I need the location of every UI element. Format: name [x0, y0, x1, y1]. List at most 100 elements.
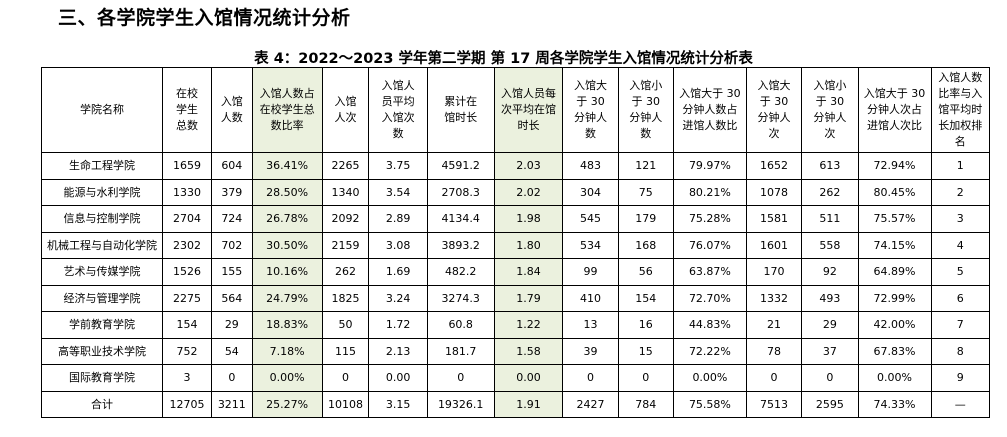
table-cell: 15 — [617, 337, 674, 365]
table-cell: 168 — [617, 231, 674, 259]
college-library-stats-table: 学院名称 在校学生总数 入馆人数 入馆人数占在校学生总数比率 入馆人次 入馆人员… — [41, 67, 990, 418]
table-cell: 3211 — [210, 390, 253, 418]
table-cell: 1332 — [745, 284, 803, 312]
table-cell: 1.72 — [368, 311, 428, 339]
table-total-row: 合计 12705 3211 25.27% 10108 3.15 19326.1 1.91 242… — [41, 390, 990, 418]
college-name-cell: 高等职业技术学院 — [41, 337, 163, 365]
table-cell: 26.78% — [251, 205, 323, 233]
header-visits: 入馆人次 — [321, 67, 370, 153]
table-cell: 410 — [562, 284, 619, 312]
table-cell: 78 — [745, 337, 803, 365]
table-cell: 0 — [426, 364, 495, 392]
table-cell: 3893.2 — [426, 231, 495, 259]
table-cell: 0 — [801, 364, 859, 392]
header-college-name: 学院名称 — [41, 67, 163, 153]
table-cell: 0 — [562, 364, 619, 392]
table-cell: 558 — [801, 231, 859, 259]
table-cell: 604 — [210, 152, 253, 180]
table-cell: 170 — [745, 258, 803, 286]
table-cell: 5 — [930, 258, 990, 286]
table-cell: 784 — [617, 390, 674, 418]
table-cell: 2302 — [161, 231, 212, 259]
table-cell: 30.50% — [251, 231, 323, 259]
table-cell: 2 — [930, 178, 990, 206]
table-cell: 2704 — [161, 205, 212, 233]
table-cell: 181.7 — [426, 337, 495, 365]
table-cell: 4 — [930, 231, 990, 259]
table-row: 高等职业技术学院 752 54 7.18% 115 2.13 181.7 1.58 39 15 72… — [41, 337, 990, 365]
college-name-cell: 信息与控制学院 — [41, 205, 163, 233]
table-cell: 1 — [930, 152, 990, 180]
table-cell: 12705 — [161, 390, 212, 418]
table-cell: 702 — [210, 231, 253, 259]
table-cell: 1652 — [745, 152, 803, 180]
table-caption: 表 4：2022～2023 学年第二学期 第 17 周各学院学生入馆情况统计分析… — [254, 51, 753, 67]
table-cell: 16 — [617, 311, 674, 339]
table-header-row: 学院名称 在校学生总数 入馆人数 入馆人数占在校学生总数比率 入馆人次 入馆人员… — [41, 67, 990, 153]
table-cell: 1340 — [321, 178, 370, 206]
college-name-cell: 经济与管理学院 — [41, 284, 163, 312]
table-cell: 482.2 — [426, 258, 495, 286]
table-cell: 2427 — [562, 390, 619, 418]
table-cell: 154 — [617, 284, 674, 312]
table-cell: 1.84 — [493, 258, 564, 286]
table-cell: 75.57% — [857, 205, 932, 233]
table-cell: 72.94% — [857, 152, 932, 180]
table-cell: 75.28% — [672, 205, 747, 233]
table-cell: 0.00% — [672, 364, 747, 392]
table-body: 生命工程学院 1659 604 36.41% 2265 3.75 4591.2 2.03 483… — [41, 152, 990, 418]
table-cell: 2265 — [321, 152, 370, 180]
table-cell: 154 — [161, 311, 212, 339]
table-cell: 92 — [801, 258, 859, 286]
table-cell: 0.00% — [857, 364, 932, 392]
table-cell: 13 — [562, 311, 619, 339]
table-cell: 724 — [210, 205, 253, 233]
table-cell: 8 — [930, 337, 990, 365]
table-cell: 75.58% — [672, 390, 747, 418]
table-cell: 64.89% — [857, 258, 932, 286]
table-cell: 752 — [161, 337, 212, 365]
table-cell: 4591.2 — [426, 152, 495, 180]
table-cell: 74.15% — [857, 231, 932, 259]
table-cell: 3.15 — [368, 390, 428, 418]
table-cell: 75 — [617, 178, 674, 206]
table-row: 经济与管理学院 2275 564 24.79% 1825 3.24 3274.3 1.79 41… — [41, 284, 990, 312]
table-cell: 1526 — [161, 258, 212, 286]
table-cell: 0 — [745, 364, 803, 392]
table-cell: 63.87% — [672, 258, 747, 286]
table-cell: 2.13 — [368, 337, 428, 365]
table-cell: 21 — [745, 311, 803, 339]
table-cell: 28.50% — [251, 178, 323, 206]
table-cell: 2.03 — [493, 152, 564, 180]
header-weighted-rank: 入馆人数比率与入馆平均时长加权排名 — [930, 67, 990, 153]
table-cell: 72.22% — [672, 337, 747, 365]
table-cell: 1581 — [745, 205, 803, 233]
table-cell: 19326.1 — [426, 390, 495, 418]
header-avg-visits: 入馆人员平均入馆次数 — [368, 67, 428, 153]
table-cell: 7 — [930, 311, 990, 339]
header-over30-people-ratio: 入馆大于 30 分钟人数占进馆人数比 — [672, 67, 747, 153]
table-row: 能源与水利学院 1330 379 28.50% 1340 3.54 2708.3 2.02 30… — [41, 178, 990, 206]
table-cell: 1.58 — [493, 337, 564, 365]
table-cell: 24.79% — [251, 284, 323, 312]
table-cell: 3.54 — [368, 178, 428, 206]
header-entrant-ratio: 入馆人数占在校学生总数比率 — [251, 67, 323, 153]
table-cell: 121 — [617, 152, 674, 180]
table-cell: 0.00 — [493, 364, 564, 392]
table-cell: 29 — [801, 311, 859, 339]
table-cell: 9 — [930, 364, 990, 392]
table-cell: 1330 — [161, 178, 212, 206]
table-cell: 613 — [801, 152, 859, 180]
table-row: 学前教育学院 154 29 18.83% 50 1.72 60.8 1.22 13 16 44.83… — [41, 311, 990, 339]
table-cell: 72.99% — [857, 284, 932, 312]
table-cell: 2092 — [321, 205, 370, 233]
header-entrants: 入馆人数 — [210, 67, 253, 153]
table-cell: 42.00% — [857, 311, 932, 339]
table-cell: 1.98 — [493, 205, 564, 233]
table-row: 艺术与传媒学院 1526 155 10.16% 262 1.69 482.2 1.84 99 56… — [41, 258, 990, 286]
header-over30-visits-ratio: 入馆大于 30 分钟人次占进馆人次比 — [857, 67, 932, 153]
table-row: 生命工程学院 1659 604 36.41% 2265 3.75 4591.2 2.03 483… — [41, 152, 990, 180]
college-name-cell: 国际教育学院 — [41, 364, 163, 392]
table-cell: 1601 — [745, 231, 803, 259]
table-cell: 80.21% — [672, 178, 747, 206]
